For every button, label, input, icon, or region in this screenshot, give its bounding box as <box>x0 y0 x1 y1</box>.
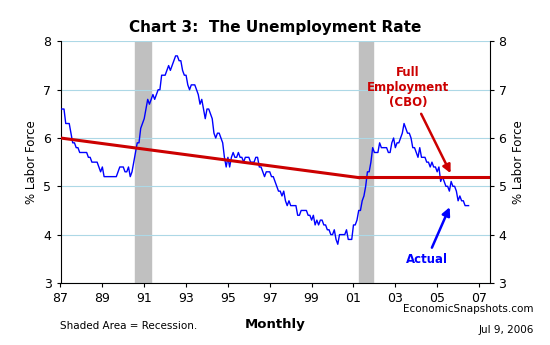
Text: Actual: Actual <box>406 210 449 266</box>
Text: Shaded Area = Recession.: Shaded Area = Recession. <box>60 321 198 331</box>
Text: Jul 9, 2006: Jul 9, 2006 <box>478 325 534 335</box>
Text: Monthly: Monthly <box>245 318 305 331</box>
Text: EconomicSnapshots.com: EconomicSnapshots.com <box>403 304 534 314</box>
Text: Full
Employment
(CBO): Full Employment (CBO) <box>367 66 449 171</box>
Title: Chart 3:  The Unemployment Rate: Chart 3: The Unemployment Rate <box>129 20 421 35</box>
Y-axis label: % Labor Force: % Labor Force <box>25 120 38 204</box>
Bar <box>135 41 151 283</box>
Y-axis label: % Labor Force: % Labor Force <box>512 120 525 204</box>
Bar <box>359 41 373 283</box>
